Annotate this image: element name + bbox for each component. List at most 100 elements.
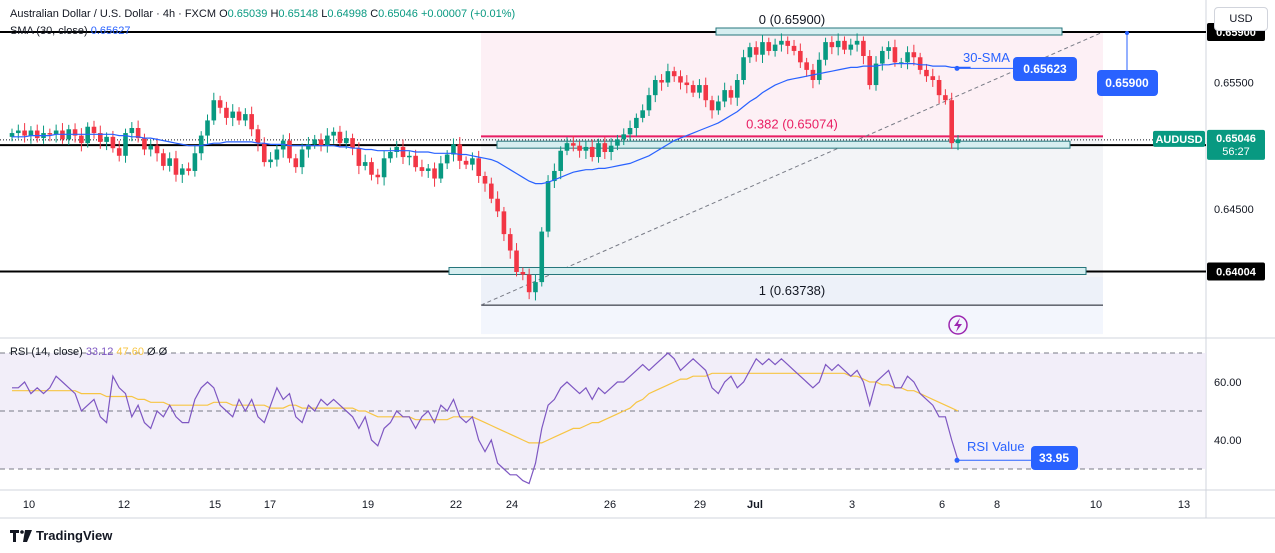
candle-body[interactable]	[97, 133, 103, 142]
currency-button[interactable]: USD	[1214, 7, 1268, 31]
candle-body[interactable]	[192, 153, 198, 171]
candle-body[interactable]	[880, 50, 885, 64]
candle-body[interactable]	[545, 181, 551, 232]
candle-body[interactable]	[72, 129, 78, 136]
candle-body[interactable]	[261, 143, 267, 163]
candle-body[interactable]	[627, 128, 633, 135]
candle-body[interactable]	[640, 110, 645, 118]
candle-body[interactable]	[154, 145, 160, 154]
candle-body[interactable]	[331, 131, 336, 136]
candle-body[interactable]	[388, 152, 393, 159]
candle-body[interactable]	[514, 250, 519, 272]
candle-body[interactable]	[747, 47, 753, 58]
candle-body[interactable]	[829, 42, 835, 48]
candle-body[interactable]	[734, 80, 740, 98]
candle-body[interactable]	[343, 138, 349, 144]
candle-body[interactable]	[104, 136, 109, 142]
candle-body[interactable]	[463, 160, 469, 165]
candle-body[interactable]	[236, 111, 242, 121]
candle-body[interactable]	[507, 234, 513, 251]
candle-body[interactable]	[924, 69, 929, 77]
candle-body[interactable]	[186, 168, 191, 171]
candle-body[interactable]	[318, 139, 324, 146]
candle-body[interactable]	[230, 111, 236, 118]
candle-body[interactable]	[539, 231, 545, 283]
sma-line[interactable]	[12, 63, 971, 185]
candle-body[interactable]	[350, 138, 355, 149]
candle-body[interactable]	[558, 150, 563, 171]
candle-body[interactable]	[684, 82, 690, 86]
price-level-tag[interactable]	[1207, 262, 1265, 281]
candle-body[interactable]	[854, 40, 860, 45]
zone-box-resistance[interactable]	[715, 27, 1063, 36]
sma-value-box[interactable]	[1013, 57, 1077, 81]
candle-body[interactable]	[760, 42, 765, 55]
candle-body[interactable]	[646, 95, 652, 111]
candle-body[interactable]	[135, 128, 141, 139]
rsi-legend[interactable]: RSI (14, close) 33.12 47.60 Ø Ø	[10, 346, 168, 358]
candle-body[interactable]	[615, 139, 620, 146]
candle-body[interactable]	[482, 176, 488, 184]
candle-body[interactable]	[861, 40, 866, 56]
candle-body[interactable]	[280, 140, 286, 150]
candle-body[interactable]	[16, 130, 21, 134]
candle-body[interactable]	[886, 47, 891, 51]
candle-body[interactable]	[179, 168, 185, 175]
candle-body[interactable]	[665, 71, 671, 83]
candle-body[interactable]	[489, 183, 494, 199]
candle-body[interactable]	[413, 155, 418, 168]
candle-body[interactable]	[816, 59, 822, 80]
candle-body[interactable]	[930, 76, 936, 80]
candle-body[interactable]	[457, 144, 463, 161]
candle-body[interactable]	[905, 52, 910, 63]
candle-body[interactable]	[142, 138, 147, 150]
candle-body[interactable]	[375, 174, 381, 178]
candle-body[interactable]	[785, 40, 791, 46]
candle-body[interactable]	[602, 143, 608, 152]
candle-body[interactable]	[911, 52, 917, 58]
candle-body[interactable]	[955, 139, 961, 144]
candle-body[interactable]	[596, 143, 601, 158]
candle-body[interactable]	[621, 134, 627, 140]
candle-body[interactable]	[697, 85, 702, 93]
candle-body[interactable]	[356, 148, 362, 166]
candle-body[interactable]	[476, 158, 481, 176]
candle-body[interactable]	[444, 154, 450, 164]
candle-body[interactable]	[722, 90, 727, 102]
candle-body[interactable]	[91, 126, 97, 134]
candle-body[interactable]	[205, 120, 210, 136]
candle-body[interactable]	[438, 163, 444, 179]
candle-body[interactable]	[255, 129, 261, 144]
candle-body[interactable]	[608, 145, 614, 152]
candle-body[interactable]	[678, 76, 683, 83]
candle-body[interactable]	[634, 117, 639, 128]
candle-body[interactable]	[161, 153, 166, 166]
candle-body[interactable]	[198, 135, 204, 154]
candle-body[interactable]	[400, 146, 406, 158]
candle-body[interactable]	[791, 45, 797, 51]
candle-body[interactable]	[173, 158, 179, 175]
candle-body[interactable]	[583, 146, 589, 151]
candle-body[interactable]	[60, 130, 65, 140]
candle-body[interactable]	[217, 100, 223, 108]
candle-body[interactable]	[249, 114, 254, 130]
candle-body[interactable]	[873, 63, 879, 86]
symbol-tag[interactable]	[1153, 130, 1205, 147]
candle-body[interactable]	[779, 40, 784, 45]
candle-body[interactable]	[766, 42, 772, 51]
candle-body[interactable]	[419, 167, 425, 171]
candle-body[interactable]	[526, 274, 532, 293]
symbol-title[interactable]: Australian Dollar / U.S. Dollar · 4h · F…	[10, 8, 216, 20]
candle-body[interactable]	[798, 50, 803, 63]
candle-body[interactable]	[753, 47, 759, 55]
candle-body[interactable]	[501, 211, 507, 235]
candle-body[interactable]	[703, 85, 709, 101]
candle-body[interactable]	[495, 198, 500, 212]
rsi-value-box[interactable]	[1031, 446, 1078, 470]
candle-body[interactable]	[425, 168, 431, 171]
candle-body[interactable]	[709, 100, 715, 111]
candle-body[interactable]	[892, 47, 898, 63]
candle-body[interactable]	[22, 130, 27, 136]
candle-body[interactable]	[79, 135, 84, 144]
candle-body[interactable]	[337, 131, 343, 144]
